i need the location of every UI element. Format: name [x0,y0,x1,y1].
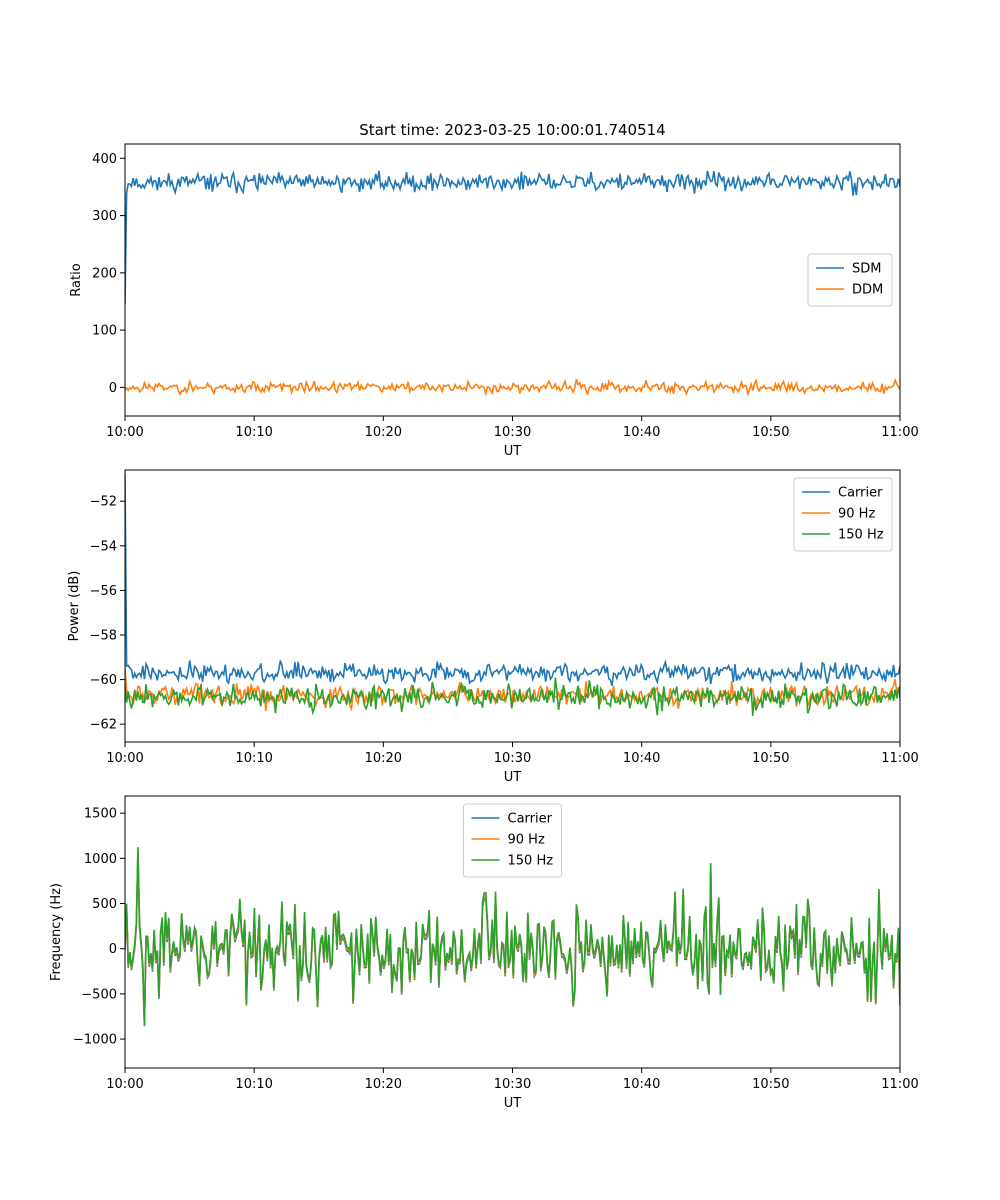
x-tick-label: 10:50 [752,1077,789,1092]
legend-entry: DDM [852,283,883,298]
y-tick-label: −1000 [73,1033,117,1048]
x-axis-label: UT [504,770,522,785]
series-line-150-hz [125,847,900,1026]
y-tick-label: 0 [109,942,117,957]
y-tick-label: 100 [92,324,117,339]
x-tick-label: 10:10 [235,425,272,440]
legend-box [807,253,893,307]
frequency-panel: 10:00 10:10 10:20 10:30 10:40 10:50 11:00 UT −10… [49,795,919,1111]
y-axis-label: Frequency (Hz) [49,883,64,981]
series-line-carrier [125,474,900,686]
y-tick-label: −60 [90,673,117,688]
ratio-panel: 10:00 10:10 10:20 10:30 10:40 10:50 11:00 UT 0 10… [69,143,919,459]
x-tick-label: 10:10 [235,1077,272,1092]
series-line-150-hz [125,677,900,716]
x-tick-label: 11:00 [881,751,918,766]
x-tick-label: 11:00 [881,1077,918,1092]
x-tick-label: 10:40 [623,1077,660,1092]
x-tick-label: 10:20 [365,1077,402,1092]
y-tick-label: −62 [90,718,117,733]
y-tick-label: 200 [92,266,117,281]
y-tick-label: 1000 [84,852,117,867]
y-tick-label: −58 [90,628,117,643]
x-tick-label: 10:50 [752,751,789,766]
x-tick-label: 10:00 [106,751,143,766]
x-axis-label: UT [504,1096,522,1111]
x-tick-label: 10:00 [106,1077,143,1092]
y-axis-label: Power (dB) [67,571,82,642]
series-line-ddm [125,377,900,397]
legend: SDM DDM [807,253,893,307]
chart-title: Start time: 2023-03-25 10:00:01.740514 [359,121,665,139]
x-tick-label: 10:40 [623,425,660,440]
legend-entry: Carrier [838,486,883,501]
y-tick-label: −500 [81,987,117,1002]
legend-entry: 150 Hz [508,854,554,869]
y-tick-label: −52 [90,495,117,510]
y-tick-label: −54 [90,539,117,554]
y-tick-label: 300 [92,209,117,224]
legend: Carrier 90 Hz 150 Hz [793,477,893,552]
x-tick-label: 10:50 [752,425,789,440]
series-line-90-hz [125,668,900,712]
x-tick-label: 10:30 [494,751,531,766]
legend-entry: 90 Hz [838,507,875,522]
legend-entry: 90 Hz [508,833,545,848]
legend-box [463,803,562,878]
legend-box [793,477,893,552]
legend-entry: SDM [852,262,881,277]
legend-entry: Carrier [508,812,553,827]
x-tick-label: 10:40 [623,751,660,766]
x-axis-label: UT [504,444,522,459]
x-tick-label: 10:10 [235,751,272,766]
y-tick-label: 0 [109,381,117,396]
legend-entry: 150 Hz [838,528,884,543]
x-tick-label: 10:00 [106,425,143,440]
y-tick-label: 500 [92,897,117,912]
y-tick-label: 1500 [84,807,117,822]
legend: Carrier 90 Hz 150 Hz [463,803,562,878]
x-tick-label: 10:30 [494,1077,531,1092]
y-axis-label: Ratio [69,263,84,296]
y-tick-label: 400 [92,152,117,167]
x-tick-label: 10:30 [494,425,531,440]
series-line-sdm [125,169,900,305]
x-tick-label: 10:20 [365,425,402,440]
y-tick-label: −56 [90,584,117,599]
x-tick-label: 10:20 [365,751,402,766]
x-tick-label: 11:00 [881,425,918,440]
power-panel: 10:00 10:10 10:20 10:30 10:40 10:50 11:00 UT −62… [67,469,919,785]
